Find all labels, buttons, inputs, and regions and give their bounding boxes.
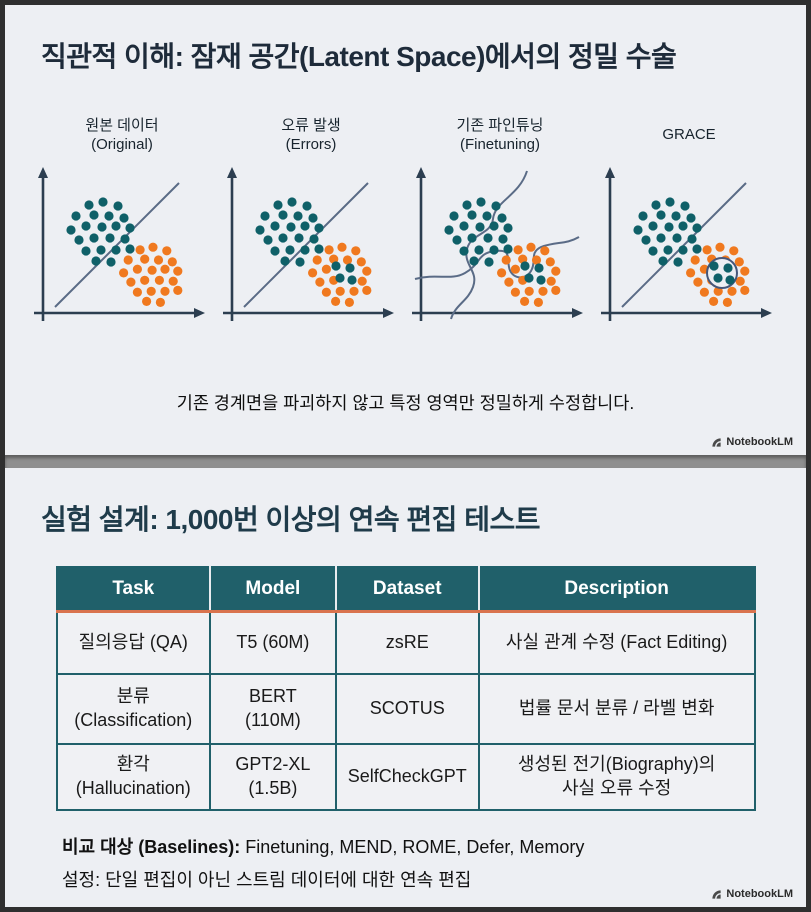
notebooklm-logo-icon xyxy=(711,437,722,448)
scatter-grace xyxy=(601,167,772,321)
panel-label: GRACE xyxy=(662,109,715,161)
table-header-cell: Description xyxy=(478,567,755,613)
slide-deck: 직관적 이해: 잠재 공간(Latent Space)에서의 정밀 수술 원본 … xyxy=(5,5,806,907)
y-axis-arrow-icon xyxy=(605,167,615,178)
watermark-label: NotebookLM xyxy=(726,436,793,448)
note-text: 설정: 단일 편집이 아닌 스트림 데이터에 대한 연속 편집 xyxy=(62,869,472,890)
experiment-notes: 비교 대상 (Baselines): Finetuning, MEND, ROM… xyxy=(62,833,806,892)
table-cell: 분류 (Classification) xyxy=(55,672,212,745)
panel-label: 원본 데이터 (Original) xyxy=(85,109,158,161)
table-cell: 사실 관계 수정 (Fact Editing) xyxy=(477,610,756,675)
table-cell: zsRE xyxy=(334,610,480,675)
table-cell: 질의응답 (QA) xyxy=(55,610,212,675)
table-cell: 환각 (Hallucination) xyxy=(55,742,212,811)
scatter-errors xyxy=(223,167,394,321)
y-axis-arrow-icon xyxy=(416,167,426,178)
panel-label: 기존 파인튜닝 (Finetuning) xyxy=(457,109,544,161)
table-header-cell: Dataset xyxy=(335,567,480,613)
panel-label-en: (Original) xyxy=(91,136,153,153)
panel-label-en: (Finetuning) xyxy=(459,136,541,153)
x-axis-arrow-icon xyxy=(572,308,583,318)
x-axis-arrow-icon xyxy=(383,308,394,318)
diagram-panel-grace: GRACE xyxy=(596,109,782,336)
slide-experiment-design: 실험 설계: 1,000번 이상의 연속 편집 테스트 Task Model Dat… xyxy=(5,468,806,907)
diagram-panel-errors: 오류 발생 (Errors) xyxy=(218,109,404,336)
table-cell: SelfCheckGPT xyxy=(334,742,480,811)
panel-label: 오류 발생 (Errors) xyxy=(281,109,340,161)
y-axis-arrow-icon xyxy=(38,167,48,178)
notebooklm-logo-icon xyxy=(711,889,722,900)
note-text: Finetuning, MEND, ROME, Defer, Memory xyxy=(240,836,585,857)
table-row: 질의응답 (QA) T5 (60M) zsRE 사실 관계 수정 (Fact Edit… xyxy=(55,610,756,675)
slide2-title: 실험 설계: 1,000번 이상의 연속 편집 테스트 xyxy=(41,504,540,535)
slide-separator xyxy=(5,455,806,468)
table-header-row: Task Model Dataset Description xyxy=(56,567,755,613)
slide-latent-space: 직관적 이해: 잠재 공간(Latent Space)에서의 정밀 수술 원본 … xyxy=(5,5,806,455)
note-label: 비교 대상 (Baselines): xyxy=(62,836,241,857)
table-cell: 생성된 전기(Biography)의 사실 오류 수정 xyxy=(477,742,756,811)
y-axis-arrow-icon xyxy=(227,167,237,178)
table-header-cell: Model xyxy=(210,567,337,613)
scatter-finetuning xyxy=(412,167,583,321)
table-cell: BERT (110M) xyxy=(209,672,337,745)
notebooklm-watermark: NotebookLM xyxy=(711,888,793,900)
latent-space-diagrams: 원본 데이터 (Original) 오류 발생 (Errors) 기존 파인튜닝 (Fin… xyxy=(29,109,782,336)
slide1-title: 직관적 이해: 잠재 공간(Latent Space)에서의 정밀 수술 xyxy=(41,41,677,72)
panel-label-ko: 오류 발생 xyxy=(281,116,341,134)
table-cell: T5 (60M) xyxy=(209,610,337,675)
slide1-caption: 기존 경계면을 파괴하지 않고 특정 영역만 정밀하게 수정합니다. xyxy=(176,393,635,413)
experiment-table: Task Model Dataset Description 질의응답 (QA) T5 (… xyxy=(55,566,756,811)
diagram-panel-original: 원본 데이터 (Original) xyxy=(29,109,215,336)
notebooklm-watermark: NotebookLM xyxy=(711,436,793,448)
scatter-original xyxy=(34,167,205,321)
watermark-label: NotebookLM xyxy=(726,888,793,900)
table-cell: GPT2-XL (1.5B) xyxy=(209,742,337,811)
panel-label-ko: GRACE xyxy=(662,126,716,144)
note-line: 비교 대상 (Baselines): Finetuning, MEND, ROM… xyxy=(62,833,806,859)
table-cell: SCOTUS xyxy=(334,672,480,745)
note-line: 설정: 단일 편집이 아닌 스트림 데이터에 대한 연속 편집 xyxy=(62,866,806,892)
table-cell: 법률 문서 분류 / 라벨 변화 xyxy=(477,672,756,745)
table-row: 환각 (Hallucination) GPT2-XL (1.5B) SelfCheckG… xyxy=(55,742,756,811)
panel-label-ko: 기존 파인튜닝 xyxy=(456,116,544,134)
x-axis-arrow-icon xyxy=(761,308,772,318)
diagram-panel-finetuning: 기존 파인튜닝 (Finetuning) xyxy=(407,109,593,336)
panel-label-ko: 원본 데이터 xyxy=(85,116,159,134)
table-row: 분류 (Classification) BERT (110M) SCOTUS 법률 문서 … xyxy=(55,672,756,745)
x-axis-arrow-icon xyxy=(194,308,205,318)
panel-label-en: (Errors) xyxy=(285,136,337,153)
table-header-cell: Task xyxy=(56,567,212,613)
